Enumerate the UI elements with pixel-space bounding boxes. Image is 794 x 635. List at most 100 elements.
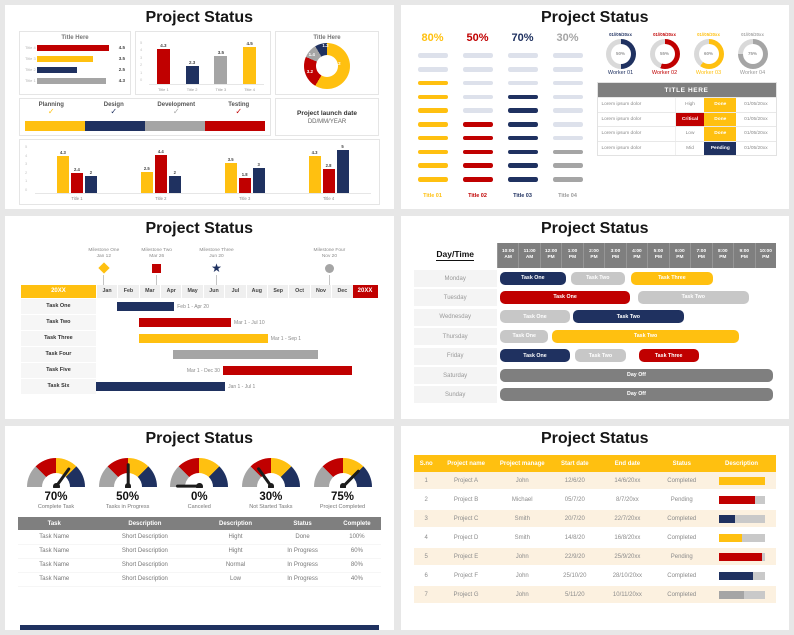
- donut-ring: 8.2 3.2 1.4 1.2: [304, 43, 350, 89]
- slide-gauges-dashboard[interactable]: Project Status 70% Complete Task 50% Tasks …: [5, 426, 394, 630]
- milestone-name: Milestone Three: [199, 248, 234, 254]
- slide-timeline-gantt[interactable]: Project Status Milestone One Jan 12 Milest…: [5, 215, 394, 420]
- worker-donut: 55%: [649, 39, 680, 69]
- worker-date-label: 01//05/20xx: [697, 32, 720, 37]
- meridiem-label: PM: [611, 255, 620, 261]
- slide-progress-overview[interactable]: Project Status 80% Title 01 50% Title 02 70%…: [400, 5, 789, 209]
- y-tick-label: 4: [25, 152, 28, 158]
- time-label: 2:00: [589, 249, 599, 255]
- column-category-label: Title 1: [158, 87, 169, 92]
- cell: Short Description: [121, 548, 168, 555]
- sno-cell: 5: [424, 553, 428, 560]
- y-tick-label: 0: [140, 76, 143, 82]
- progress-ladder: 80% Title 01: [414, 32, 452, 204]
- manager-cell: Smith: [514, 534, 530, 541]
- ladder-title-label: Title 01: [423, 193, 442, 199]
- cell: Hight: [228, 548, 243, 555]
- slide-week-schedule[interactable]: Project Status Day/Time 10:00 AM 11:00 AM 12…: [400, 215, 789, 420]
- schedule-task-bar: Task Two: [637, 290, 750, 304]
- ladder-segment: [552, 80, 583, 86]
- time-header-cell: 6:00 PM: [668, 242, 690, 268]
- y-tick-label: 1: [25, 178, 28, 184]
- status-cell: Completed: [667, 477, 697, 484]
- gauge-percent-label: 75%: [330, 491, 355, 504]
- y-tick-label: 0: [25, 186, 28, 192]
- bar: [140, 172, 153, 194]
- table-row: 4 Project D Smith 14/8/20 16/8/20xx Completed: [413, 529, 776, 549]
- table-row: 2 Project B Michael 05/7/20 8/7/20xx Pending: [413, 491, 776, 511]
- bar-category-label: Title 2: [155, 196, 167, 201]
- task-bar-area: Mar 1 - Sep 1: [96, 331, 378, 346]
- hbar-category-label: Title 3: [25, 56, 36, 61]
- ladder-segment: [417, 122, 448, 127]
- slide-project-status-dashboard[interactable]: Project Status Title Here Title 4 4.5 Titl…: [5, 5, 394, 209]
- time-label: 10:00: [759, 249, 772, 255]
- cell: 80%: [350, 562, 363, 569]
- date-cell: 01/05/20xx: [744, 102, 768, 108]
- milestone: Milestone Three Jun 20 ★: [193, 248, 239, 285]
- priority-cell: Critical: [675, 112, 705, 126]
- project-name-cell: Project B: [453, 496, 479, 503]
- column-bar: [214, 55, 228, 85]
- bar: [238, 178, 251, 194]
- bar-value-label: 2.8: [325, 163, 332, 169]
- ladder-segment: [507, 53, 538, 58]
- bar-category-label: Title 1: [71, 196, 83, 201]
- hbar-category-label: Title 2: [25, 67, 36, 72]
- progress-body: 80% Title 01 50% Title 02 70% Title 03 30% Titl…: [414, 32, 777, 204]
- table-title: TITLE HERE: [597, 83, 776, 97]
- column-unit: 2.3 Title 2: [185, 60, 199, 93]
- milestone-name: Milestone Four: [313, 248, 346, 254]
- grouped-column-chart: 4.3 2.4 2 Title 1 2.5 4.4 2 Title 2 3.5 1.8 3 Title…: [35, 142, 371, 202]
- gantt-task-row: Task Five Mar 1 - Dec 30: [21, 363, 378, 378]
- gauge-percent-label: 0%: [190, 491, 208, 504]
- bar-value-label: 3: [257, 161, 260, 167]
- cell: Low: [229, 576, 241, 583]
- hbar-row: Title 3 3.5: [20, 53, 130, 64]
- gauge-pivot: [53, 483, 60, 489]
- table-row: Lorem ipsum dolor Critical Done 01/05/20xx: [597, 111, 776, 126]
- ladder-segment: [507, 177, 538, 182]
- ladder-segment: [417, 94, 448, 100]
- column-bar: [156, 48, 170, 85]
- worker-percent-label: 75%: [747, 51, 757, 56]
- cell: Hight: [228, 533, 243, 540]
- header-cell: Description: [128, 520, 162, 527]
- gauge-caption: Tasks in Progress: [105, 504, 150, 511]
- table-row: Task Name Short Description Low In Progress…: [18, 573, 381, 588]
- phase-bar-segment: [145, 121, 205, 131]
- time-header-cell: 2:00 PM: [582, 242, 604, 268]
- slide-project-table[interactable]: Project Status S.no Project name Project m…: [400, 426, 789, 630]
- header-cell: Status: [672, 460, 691, 467]
- checkpoint-items: Planning ✓ Design ✓ Development ✓ Testing ✓: [20, 102, 270, 117]
- bar-group-bars: 3.5 1.8 3: [224, 157, 265, 194]
- column-value-label: 3.5: [217, 49, 224, 55]
- table-row: Lorem ipsum dolor Mid Pending 01/05/20xx: [597, 140, 776, 155]
- bar-value-label: 4.4: [157, 149, 164, 155]
- end-date-cell: 25/9/20xx: [614, 553, 641, 560]
- day-bar-area: Day Off: [497, 367, 776, 384]
- month-label: May: [181, 284, 203, 298]
- launch-date-title: Project launch date: [297, 109, 357, 117]
- speedometer-gauge: [313, 458, 372, 489]
- bar-category-label: Title 4: [322, 196, 335, 201]
- task-bar: [117, 302, 175, 311]
- task-date-label: Mar 1 - Jul 10: [234, 319, 265, 326]
- gauge-pivot: [124, 483, 132, 489]
- status-cell: Completed: [667, 534, 697, 541]
- month-label: Dec: [331, 284, 353, 298]
- bar: [224, 163, 237, 194]
- time-label: 6:00: [675, 249, 685, 255]
- hbar-value-label: 2.5: [118, 67, 125, 72]
- ladder-segment: [552, 135, 583, 141]
- worker-donut: 75%: [737, 39, 768, 69]
- worker-gauge: 01//05/20xx 60% Worker 03: [687, 32, 731, 76]
- bar-group: 3.5 1.8 3 Title 3: [224, 157, 265, 202]
- cell: Normal: [225, 562, 246, 569]
- progress-fill: [718, 514, 735, 523]
- launch-date-card: Project launch date DD/MM/YEAR: [275, 98, 379, 136]
- gantt-task-row: Task Six Jan 1 - Jul 1: [21, 379, 378, 394]
- start-date-cell: 25/10/20: [563, 572, 587, 579]
- meridiem-label: PM: [740, 255, 748, 261]
- ladder-segment: [507, 80, 538, 86]
